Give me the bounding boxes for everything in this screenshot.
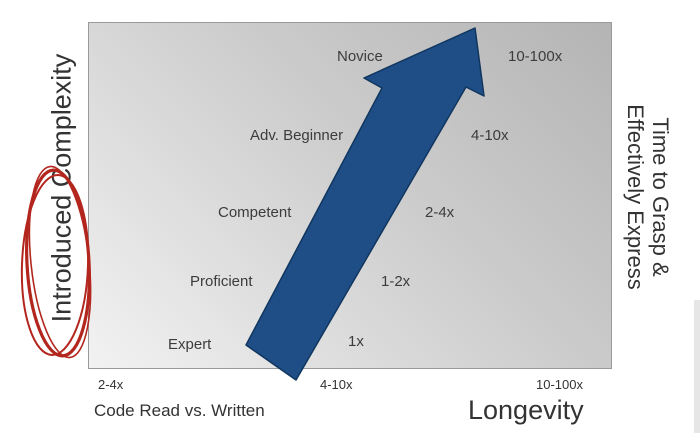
multiplier-label-expert: 1x (348, 333, 364, 350)
level-label-proficient: Proficient (190, 273, 253, 290)
longevity-label: Longevity (468, 395, 584, 425)
progress-arrow (245, 27, 485, 381)
x-tick-high: 10-100x (536, 377, 583, 392)
level-label-adv-beginner: Adv. Beginner (250, 127, 344, 144)
x-axis-label: Code Read vs. Written (94, 401, 265, 420)
multiplier-label-novice: 10-100x (508, 48, 563, 65)
multiplier-label-competent: 2-4x (425, 204, 455, 221)
highlight-circle (20, 165, 92, 359)
x-tick-mid: 4-10x (320, 377, 353, 392)
level-label-competent: Competent (218, 204, 292, 221)
x-tick-low: 2-4x (98, 377, 124, 392)
page-edge-strip (694, 300, 700, 433)
multiplier-label-adv-beginner: 4-10x (471, 127, 509, 144)
level-label-expert: Expert (168, 336, 212, 353)
multiplier-label-proficient: 1-2x (381, 273, 411, 290)
level-label-novice: Novice (337, 48, 383, 65)
